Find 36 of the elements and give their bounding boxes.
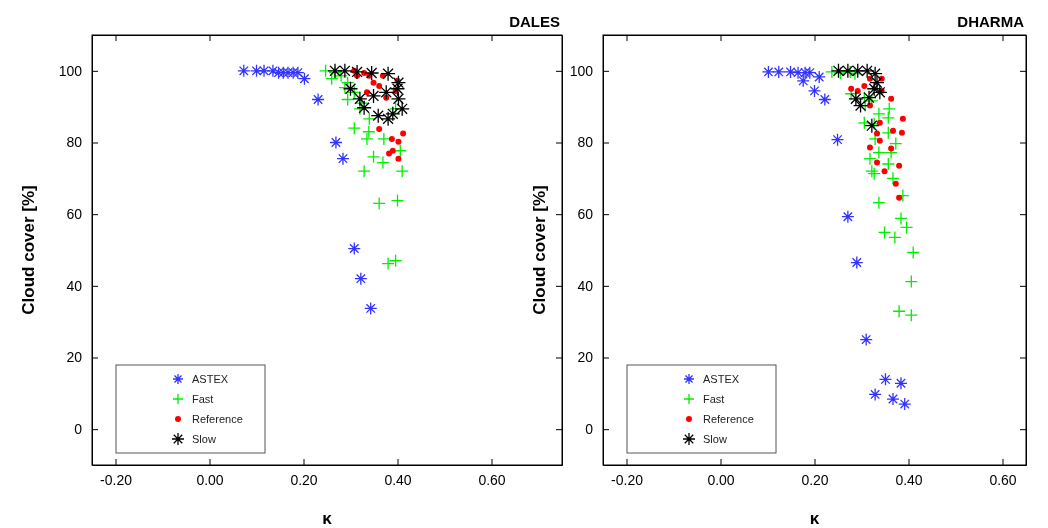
y-tick-label: 100 [58, 62, 83, 79]
y-tick-label: 0 [585, 421, 594, 438]
legend-label: Reference [703, 413, 754, 425]
x-axis-title: κ [809, 509, 820, 528]
y-tick-label: 20 [66, 349, 83, 366]
y-tick-label: 80 [66, 134, 83, 151]
x-tick-label: 0.40 [895, 471, 923, 488]
legend-label: ASTEX [703, 373, 740, 385]
y-axis-title: Cloud cover [%] [19, 185, 38, 315]
x-tick-label: 0.20 [290, 471, 318, 488]
legend-label: Slow [703, 433, 727, 445]
x-tick-label: 0.60 [478, 471, 506, 488]
y-tick-label: 20 [577, 349, 594, 366]
x-tick-label: 0.60 [989, 471, 1017, 488]
legend-label: Reference [192, 413, 243, 425]
x-tick-label: 0.00 [707, 471, 735, 488]
chart-title: DHARMA [957, 13, 1025, 30]
chart-title: DALES [509, 13, 560, 30]
legend-label: Fast [192, 393, 214, 405]
y-tick-label: 80 [577, 134, 594, 151]
legend-label: Fast [703, 393, 725, 405]
legend-label: ASTEX [192, 373, 229, 385]
y-tick-label: 40 [66, 277, 83, 294]
x-tick-label: -0.20 [611, 471, 644, 488]
y-tick-label: 60 [577, 206, 594, 223]
legend-label: Slow [192, 433, 216, 445]
x-tick-label: -0.20 [100, 471, 133, 488]
x-tick-label: 0.40 [384, 471, 412, 488]
y-tick-label: 60 [66, 206, 83, 223]
x-tick-label: 0.20 [801, 471, 829, 488]
y-tick-label: 100 [569, 62, 594, 79]
x-axis-title: κ [322, 509, 333, 528]
x-tick-label: 0.00 [196, 471, 224, 488]
y-tick-label: 0 [74, 421, 83, 438]
y-tick-label: 40 [577, 277, 594, 294]
y-axis-title: Cloud cover [%] [530, 185, 549, 315]
